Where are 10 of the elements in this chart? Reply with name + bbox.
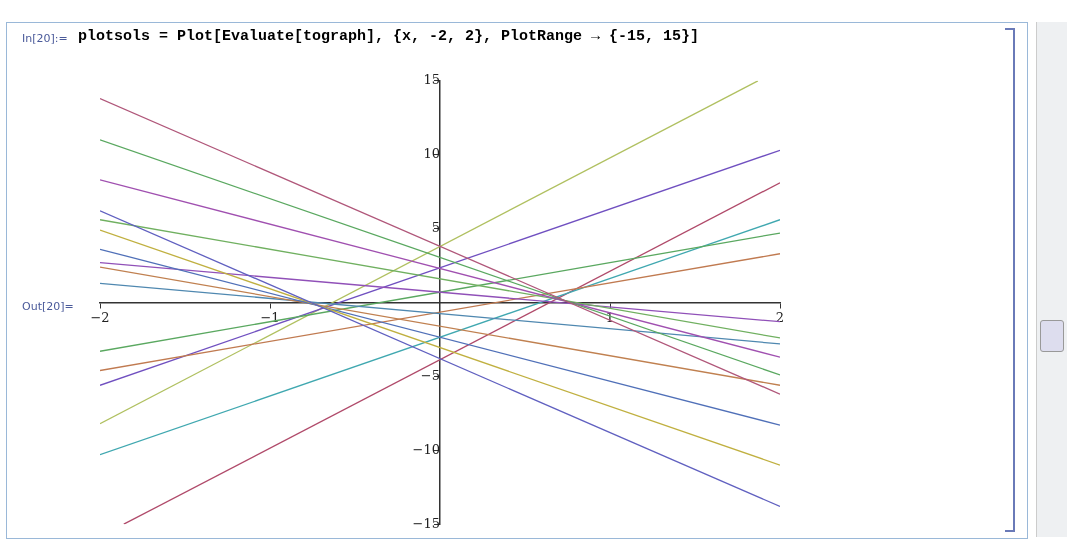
y-tick-label: −15 bbox=[412, 515, 440, 531]
chart-title: plotsols = Plot[Evaluate[tograph], {x, -2, 2}, PlotRange → {-15, 15}] bbox=[78, 28, 700, 45]
text: Out[20]= bbox=[22, 300, 74, 313]
y-tick-label: −10 bbox=[412, 441, 440, 457]
x-tick-label: −1 bbox=[260, 309, 280, 325]
y-tick-label: 15 bbox=[423, 72, 440, 88]
y-tick-label: 10 bbox=[423, 146, 440, 162]
text: In[20]:= bbox=[22, 32, 68, 45]
y-tick-label: −5 bbox=[420, 367, 440, 383]
x-tick-label: −2 bbox=[90, 309, 110, 325]
